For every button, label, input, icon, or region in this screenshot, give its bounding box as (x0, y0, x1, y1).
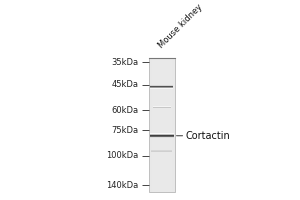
Bar (148, 58, 175, 192)
Text: 140kDa: 140kDa (106, 181, 138, 190)
Text: 45kDa: 45kDa (111, 80, 138, 89)
Bar (152, 58, 172, 192)
Text: 60kDa: 60kDa (111, 106, 138, 115)
Text: Mouse kidney: Mouse kidney (157, 3, 204, 50)
Text: 100kDa: 100kDa (106, 151, 138, 160)
Text: Cortactin: Cortactin (176, 131, 230, 141)
Text: 35kDa: 35kDa (111, 58, 138, 67)
Text: 75kDa: 75kDa (111, 126, 138, 135)
